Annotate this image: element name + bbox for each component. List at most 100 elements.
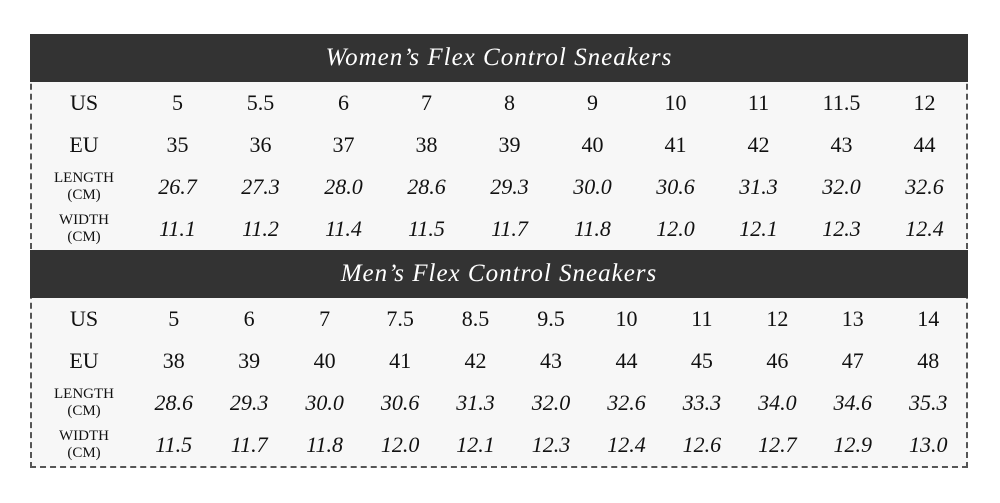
size-cell: 6 (338, 90, 349, 115)
size-cell: 39 (238, 348, 261, 373)
size-cell: 12.7 (758, 432, 797, 457)
size-cell: 8.5 (461, 306, 490, 331)
row-label-text: EU (69, 348, 99, 373)
size-cell: 12 (913, 90, 936, 115)
size-cell: 34.6 (833, 390, 873, 415)
size-cell: 43 (830, 132, 853, 157)
size-cell: 28.6 (154, 390, 193, 415)
row-label-text: WIDTH (59, 428, 109, 444)
size-cell: 13 (841, 306, 864, 331)
size-cell: 9 (587, 90, 598, 115)
size-cell: 12.6 (682, 432, 722, 457)
size-cell: 38 (415, 132, 438, 157)
row-label: LENGTH (CM) (32, 382, 136, 424)
size-cell: 12.3 (822, 216, 861, 241)
size-cell: 35.3 (909, 390, 948, 415)
row-label: LENGTH (CM) (32, 166, 136, 208)
men-size-table: US 5 6 7 7.5 8.5 9.5 10 11 12 13 14 EU 38 39 40 41 42 43 44… (32, 298, 966, 466)
size-cell: 7 (319, 306, 331, 331)
size-cell: 46 (766, 348, 789, 373)
size-cell: 5.5 (246, 90, 275, 115)
row-label-text: (CM) (67, 229, 101, 245)
size-cell: 30.6 (380, 390, 420, 415)
size-cell: 11 (747, 90, 770, 115)
size-cell: 44 (913, 132, 936, 157)
size-cell: 39 (498, 132, 521, 157)
size-cell: 30.0 (305, 390, 344, 415)
size-cell: 36 (249, 132, 272, 157)
size-cell: 35 (166, 132, 189, 157)
size-cell: 11.5 (822, 90, 861, 115)
row-label-text: LENGTH (54, 386, 114, 402)
row-label: EU (32, 340, 136, 382)
row-label: WIDTH (CM) (32, 424, 136, 466)
row-label-text: (CM) (67, 187, 101, 203)
size-cell: 42 (464, 348, 487, 373)
size-cell: 32.6 (905, 174, 944, 199)
row-label-text: US (69, 306, 99, 331)
row-label: WIDTH (CM) (32, 208, 136, 250)
size-cell: 11.5 (408, 216, 445, 241)
size-cell: 12.0 (380, 432, 420, 457)
size-cell: 12.0 (656, 216, 695, 241)
size-cell: 12.1 (456, 432, 495, 457)
row-label-text: (CM) (67, 445, 101, 461)
size-cell: 12.3 (531, 432, 571, 457)
size-cell: 28.0 (324, 174, 363, 199)
size-cell: 7.5 (386, 306, 414, 331)
size-cell: 47 (841, 348, 864, 373)
size-cell: 31.3 (456, 390, 495, 415)
size-cell: 12 (766, 306, 789, 331)
size-cell: 30.0 (573, 174, 612, 199)
size-cell: 41 (664, 132, 687, 157)
size-cell: 26.7 (158, 174, 197, 199)
row-label-text: (CM) (67, 403, 101, 419)
size-cell: 11.7 (491, 216, 528, 241)
size-cell: 12.1 (739, 216, 778, 241)
size-cell: 48 (917, 348, 940, 373)
size-cell: 33.3 (682, 390, 722, 415)
size-cell: 44 (615, 348, 638, 373)
women-size-table: US 5 5.5 6 7 8 9 10 11 11.5 12 EU 35 36 37 38 39 40 41 42 43… (32, 82, 966, 250)
size-cell: 29.3 (229, 390, 269, 415)
size-cell: 11.2 (242, 216, 279, 241)
size-cell: 40 (581, 132, 604, 157)
size-cell: 5 (172, 90, 183, 115)
size-cell: 32.0 (822, 174, 861, 199)
size-cell: 29.3 (490, 174, 529, 199)
size-cell: 32.6 (607, 390, 646, 415)
size-cell: 43 (539, 348, 562, 373)
men-section-title: Men’s Flex Control Sneakers (30, 250, 968, 298)
women-section-title: Women’s Flex Control Sneakers (30, 34, 968, 82)
size-cell: 11.8 (574, 216, 611, 241)
size-cell: 30.6 (656, 174, 695, 199)
size-cell: 11.8 (306, 432, 344, 457)
row-label: US (32, 82, 136, 124)
size-cell: 10 (615, 306, 638, 331)
row-label: EU (32, 124, 136, 166)
row-label-text: WIDTH (59, 212, 109, 228)
size-cell: 28.6 (407, 174, 446, 199)
size-cell: 45 (690, 348, 713, 373)
size-cell: 41 (389, 348, 412, 373)
size-cell: 38 (162, 348, 185, 373)
size-cell: 12.4 (905, 216, 944, 241)
size-cell: 27.3 (241, 174, 280, 199)
size-cell: 11.7 (230, 432, 268, 457)
size-cell: 34.0 (758, 390, 797, 415)
size-cell: 40 (313, 348, 336, 373)
size-cell: 8 (504, 90, 515, 115)
size-cell: 14 (917, 306, 940, 331)
size-cell: 31.3 (739, 174, 778, 199)
size-cell: 13.0 (909, 432, 948, 457)
size-cell: 11.1 (159, 216, 196, 241)
size-cell: 12.4 (607, 432, 646, 457)
row-label-text: EU (69, 132, 99, 157)
size-cell: 6 (243, 306, 255, 331)
size-cell: 37 (332, 132, 355, 157)
size-cell: 11.4 (325, 216, 362, 241)
size-chart: Women’s Flex Control Sneakers US 5 5.5 6 7 8 9… (30, 34, 968, 468)
size-cell: 11 (691, 306, 713, 331)
row-label: US (32, 298, 136, 340)
size-cell: 10 (664, 90, 687, 115)
